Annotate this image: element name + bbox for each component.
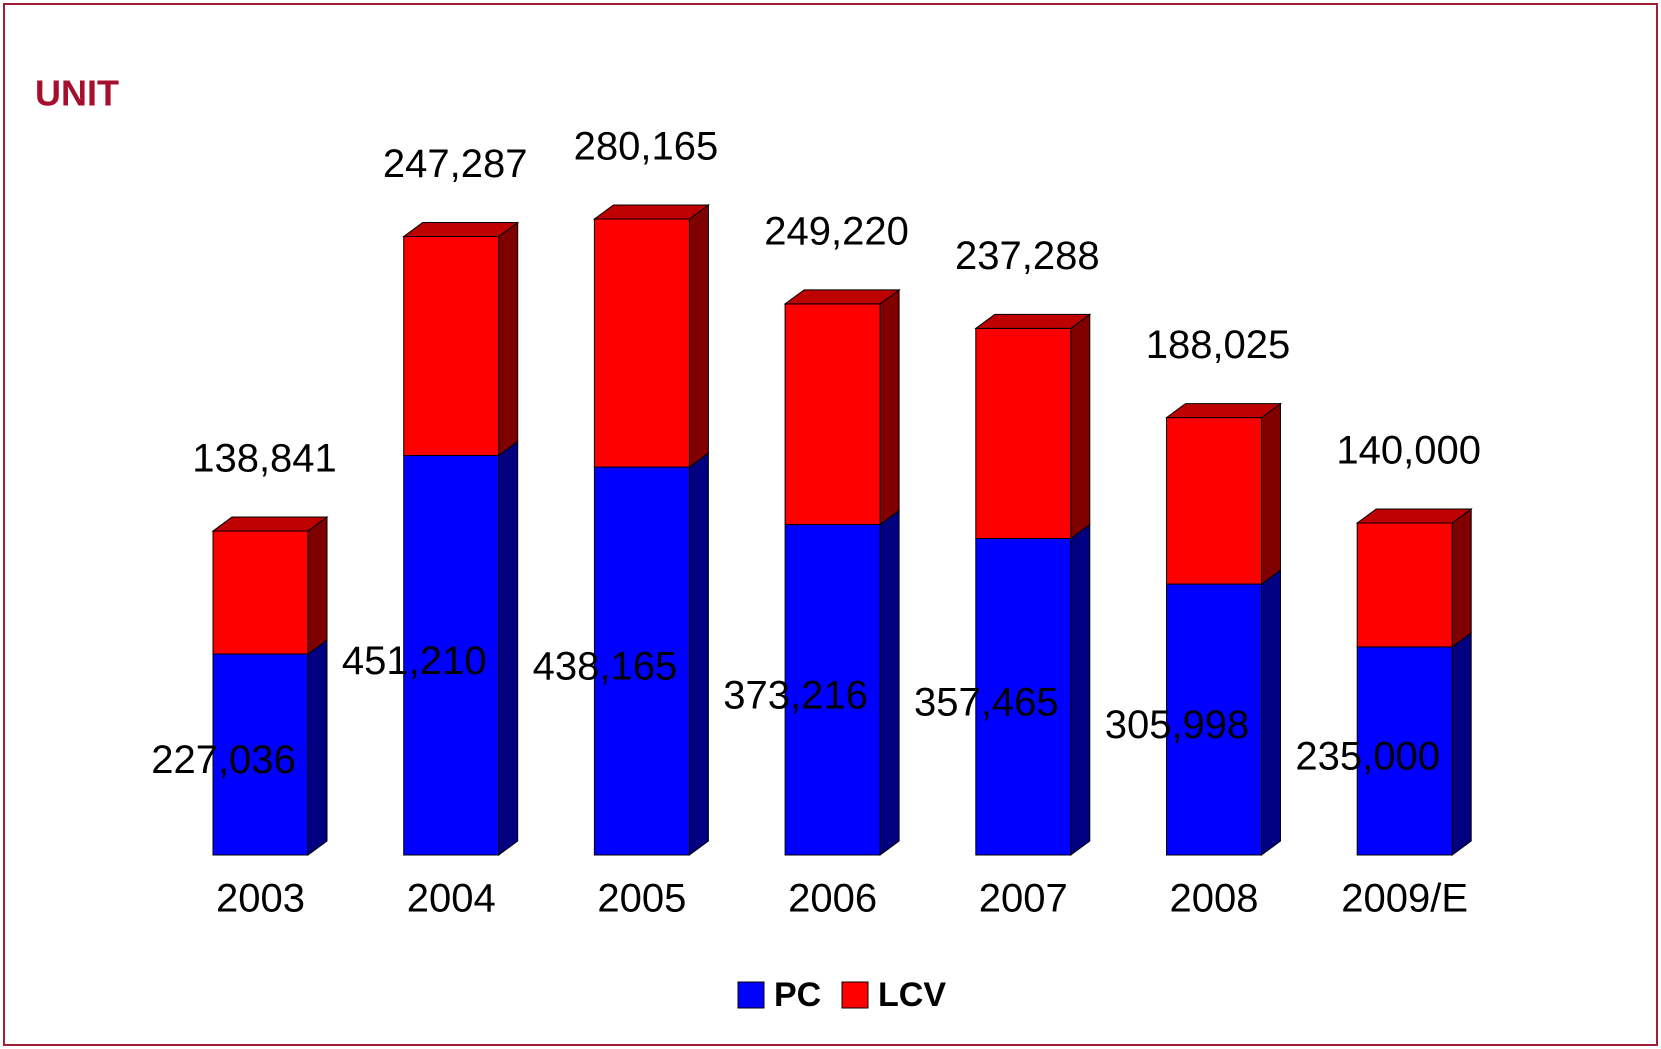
value-label: 140,000 [1336,429,1481,473]
bar [1166,417,1262,585]
bar-top [783,289,901,305]
bar-side [1261,569,1281,856]
bar-side [1070,523,1091,856]
value-label: 188,025 [1146,323,1291,367]
x-tick-label: 2009/E [1341,877,1468,921]
bar [975,327,1072,540]
bar-side [879,288,900,526]
bar [403,455,500,856]
bar-side [1070,313,1091,540]
bar-top [211,516,329,532]
value-label: 237,288 [955,234,1100,278]
value-label: 227,036 [151,738,296,782]
bar-side [879,509,900,856]
bar-top [974,313,1092,329]
value-label: 373,216 [723,673,868,717]
bar-side [498,221,519,457]
value-label: 280,165 [574,125,719,169]
x-tick-label: 2005 [597,877,686,921]
legend-swatch [737,981,765,1009]
bar [1356,646,1453,856]
bar [1166,583,1262,856]
bar-side [307,516,328,655]
bar [403,236,500,457]
bar [784,524,881,856]
bar [975,538,1072,856]
bar-top [1355,508,1473,524]
bar-side [1451,507,1472,648]
x-tick-label: 2008 [1170,877,1259,921]
legend-label: LCV [878,976,946,1014]
value-label: 235,000 [1295,735,1440,779]
legend-swatch [841,981,869,1009]
value-label: 138,841 [192,437,337,481]
x-tick-label: 2004 [407,877,496,921]
x-tick-label: 2003 [216,877,305,921]
value-label: 438,165 [533,645,678,689]
value-label: 305,998 [1105,703,1250,747]
bar [784,303,881,526]
bar-top [1164,403,1283,419]
x-tick-label: 2007 [979,877,1068,921]
bar-side [1451,631,1472,856]
bar-top [402,222,520,238]
legend-label: PC [774,976,821,1014]
x-tick-label: 2006 [788,877,877,921]
value-label: 451,210 [342,639,487,683]
value-label: 249,220 [764,209,909,253]
value-label: 247,287 [383,142,528,186]
bar-side [688,204,709,469]
bar [1356,522,1453,648]
frame [3,3,1658,1046]
bar-side [307,638,328,856]
value-label: 357,465 [914,680,1059,724]
bar-side [688,452,709,856]
bar-side [1261,402,1281,586]
chart-title: UNIT [35,73,119,114]
bar-side [498,440,519,856]
bar-top [592,204,710,220]
bar [212,530,309,655]
bar [593,218,690,468]
